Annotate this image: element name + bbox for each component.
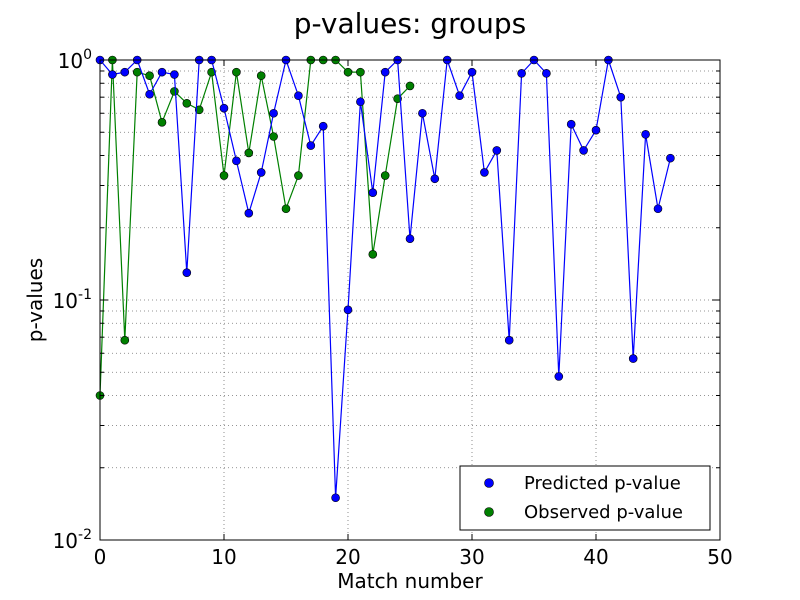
data-point <box>182 268 192 277</box>
legend-marker <box>484 478 494 488</box>
y-axis-label: p-values <box>23 258 47 342</box>
data-point <box>343 67 353 77</box>
data-point <box>418 108 427 118</box>
data-point <box>145 89 154 99</box>
data-point <box>380 67 390 77</box>
series-line <box>99 57 671 498</box>
data-point <box>653 204 663 214</box>
data-point <box>480 168 489 177</box>
data-point <box>194 105 204 115</box>
y-tick-base: 10 <box>53 289 78 313</box>
data-point <box>368 250 378 259</box>
data-point <box>380 171 390 180</box>
data-point <box>170 87 179 96</box>
legend-box <box>459 465 711 531</box>
x-tick-label: 10 <box>211 545 236 569</box>
data-point <box>182 99 192 108</box>
data-point <box>232 67 241 77</box>
y-tick-base: 10 <box>53 529 78 553</box>
data-point <box>517 69 526 78</box>
data-point <box>405 81 415 91</box>
data-point <box>232 156 241 166</box>
x-tick-label: 20 <box>335 545 360 569</box>
series-predicted <box>95 55 675 503</box>
data-point <box>331 493 340 503</box>
legend-label: Observed p-value <box>524 502 683 523</box>
data-point <box>467 67 477 77</box>
data-point <box>294 91 303 100</box>
y-tick-label: 10-2 <box>53 527 92 553</box>
data-point <box>145 71 154 81</box>
data-point <box>542 69 551 78</box>
data-point <box>170 70 179 79</box>
data-point <box>666 153 675 163</box>
legend-label: Predicted p-value <box>524 473 681 494</box>
x-axis-label: Match number <box>337 569 483 593</box>
data-point <box>157 118 167 127</box>
data-point <box>343 305 353 315</box>
data-point <box>256 71 266 81</box>
data-point <box>256 168 266 177</box>
data-point <box>244 208 254 218</box>
y-tick-exponent: 0 <box>83 47 92 63</box>
data-point <box>492 146 502 155</box>
chart-title: p-values: groups <box>294 7 526 40</box>
x-tick-label: 30 <box>459 545 484 569</box>
data-point <box>120 335 130 345</box>
data-point <box>294 171 303 180</box>
data-point <box>219 171 229 180</box>
data-point <box>219 103 229 113</box>
data-point <box>108 70 117 79</box>
data-point <box>244 148 254 158</box>
data-point <box>616 92 626 102</box>
y-tick-base: 10 <box>58 49 83 73</box>
data-point <box>628 354 638 363</box>
data-point <box>318 121 328 131</box>
data-point <box>579 146 588 155</box>
data-point <box>405 234 415 244</box>
x-tick-label: 40 <box>583 545 608 569</box>
data-series <box>95 55 675 503</box>
data-point <box>368 188 378 197</box>
data-point <box>120 67 130 77</box>
data-point <box>356 97 365 107</box>
data-point <box>356 67 365 77</box>
series-line <box>99 59 411 396</box>
y-tick-exponent: -2 <box>78 527 92 543</box>
x-tick-label: 50 <box>707 545 732 569</box>
legend: Predicted p-value Observed p-value <box>459 465 711 531</box>
data-point <box>504 335 514 345</box>
y-tick-label: 10-1 <box>53 287 92 313</box>
data-point <box>455 91 464 100</box>
series-observed <box>95 55 415 400</box>
data-point <box>157 67 167 77</box>
data-point <box>306 141 316 150</box>
y-tick-exponent: -1 <box>78 287 92 303</box>
data-point <box>430 174 440 184</box>
data-point <box>269 132 278 141</box>
data-point <box>641 130 650 139</box>
data-point <box>554 372 564 381</box>
data-point <box>591 125 601 135</box>
data-point <box>281 204 291 214</box>
y-tick-label: 100 <box>58 47 92 73</box>
x-tick-label: 0 <box>94 545 107 569</box>
legend-marker <box>484 507 494 517</box>
data-point <box>269 108 278 118</box>
data-point <box>566 119 576 129</box>
